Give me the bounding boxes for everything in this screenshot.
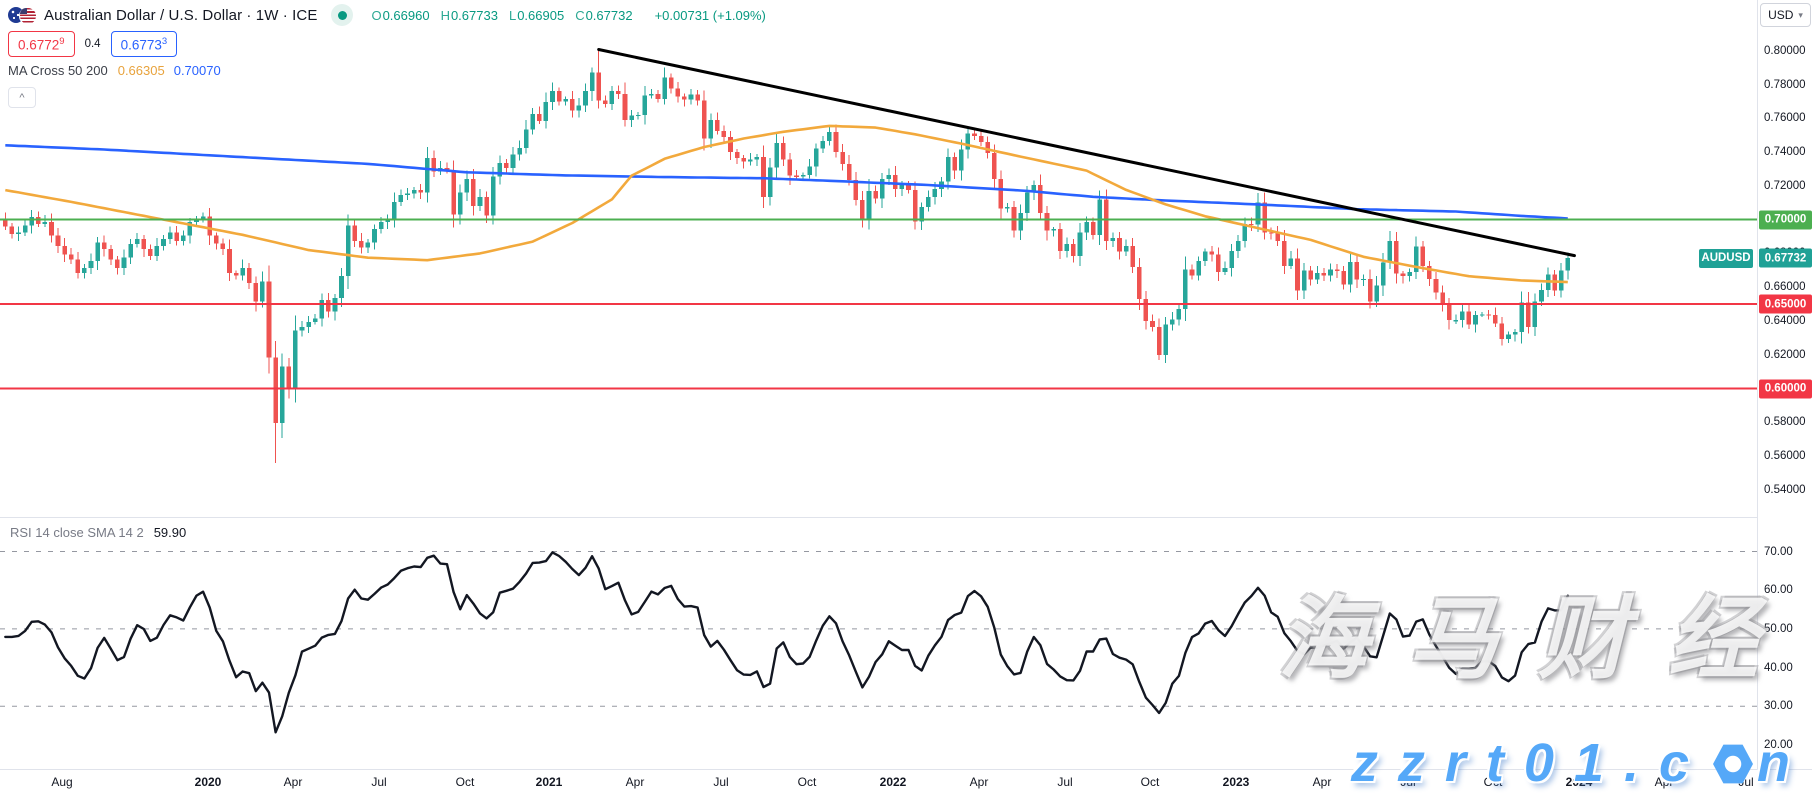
- ma50-value: 0.66305: [117, 63, 165, 78]
- price-tick-0.64000: 0.64000: [1764, 315, 1806, 327]
- price-tick-0.74000: 0.74000: [1764, 146, 1806, 159]
- time-tick-Aug: Aug: [51, 775, 73, 789]
- spread-value: 0.4: [84, 38, 101, 50]
- rsi-params: RSI 14 close SMA 14 2: [10, 525, 144, 540]
- descending-trendline[interactable]: [597, 48, 1576, 258]
- time-tick-Jul: Jul: [1400, 775, 1416, 789]
- time-tick-Jul: Jul: [713, 775, 729, 789]
- time-tick-2020: 2020: [194, 775, 222, 789]
- time-tick-Oct: Oct: [797, 775, 817, 789]
- time-tick-Apr: Apr: [283, 775, 303, 789]
- time-tick-Jul: Jul: [371, 775, 387, 789]
- ohlc-items: O0.66960 H0.67733 L0.66905 C0.67732: [371, 8, 643, 23]
- ma200-value: 0.70070: [173, 63, 221, 78]
- buy-price-button[interactable]: 0.67733: [110, 31, 178, 57]
- currency-pair-icon: [8, 6, 38, 25]
- price-badge-0.70000: 0.70000: [1759, 210, 1812, 230]
- price-chart-surface[interactable]: [0, 0, 1757, 517]
- time-axis[interactable]: Aug 2020 Apr Jul Oct 2021 Apr Jul Oct 2022 Apr Jul O…: [0, 769, 1812, 794]
- panel-separator[interactable]: [0, 517, 1812, 518]
- time-tick-2023: 2023: [1222, 775, 1250, 789]
- price-tick-0.78000: 0.78000: [1764, 78, 1806, 91]
- price-tick-0.72000: 0.72000: [1764, 179, 1806, 192]
- price-tick-0.66000: 0.66000: [1764, 281, 1806, 294]
- price-tick-0.56000: 0.56000: [1764, 450, 1806, 463]
- rsi-tick-30.00: 30.00: [1764, 700, 1793, 713]
- market-open-dot-icon: [337, 10, 347, 20]
- rsi-tick-70.00: 70.00: [1764, 545, 1793, 558]
- chart-legend: Australian Dollar / U.S. Dollar · 1W · I…: [8, 4, 766, 108]
- chevron-down-icon: ▾: [1798, 9, 1803, 20]
- time-tick-Apr: Apr: [969, 775, 989, 789]
- rsi-legend[interactable]: RSI 14 close SMA 14 2 59.90: [10, 525, 186, 540]
- ma50-line: [5, 124, 1568, 284]
- price-tick-0.58000: 0.58000: [1764, 416, 1806, 429]
- ohlc-item: O0.66960: [371, 7, 430, 23]
- price-badge-0.67732: 0.67732: [1759, 248, 1812, 268]
- sell-price-button[interactable]: 0.67729: [8, 31, 75, 57]
- price-tick-0.54000: 0.54000: [1764, 484, 1806, 496]
- bid-price: 0.6772: [18, 37, 60, 53]
- rsi-tick-40.00: 40.00: [1764, 661, 1793, 674]
- candles: [3, 49, 1571, 463]
- time-tick-2021: 2021: [535, 775, 563, 789]
- ohlc-values: O0.66960 H0.67733 L0.66905 C0.67732 +0.0073…: [371, 8, 765, 23]
- rsi-chart-surface[interactable]: [0, 517, 1757, 769]
- change-value: +0.00731 (+1.09%): [654, 7, 766, 23]
- time-tick-Apr: Apr: [625, 775, 645, 789]
- time-tick-Jul: Jul: [1738, 775, 1754, 789]
- price-tick-0.80000: 0.80000: [1764, 44, 1806, 57]
- symbol-price-tag: AUDUSD: [1699, 248, 1753, 268]
- rsi-tick-20.00: 20.00: [1764, 739, 1793, 751]
- chevron-up-icon: ^: [19, 91, 25, 104]
- price-badge-0.60000: 0.60000: [1759, 379, 1812, 399]
- ma200-line: [5, 144, 1568, 220]
- ohlc-item: H0.67733: [440, 7, 498, 23]
- symbol-title[interactable]: Australian Dollar / U.S. Dollar · 1W · I…: [44, 6, 318, 24]
- price-badge-0.65000: 0.65000: [1759, 294, 1812, 314]
- market-status-button[interactable]: [331, 4, 354, 26]
- currency-label: USD: [1768, 8, 1794, 22]
- time-tick-Oct: Oct: [455, 775, 475, 789]
- ohlc-item: L0.66905: [508, 7, 565, 23]
- time-tick-Jul: Jul: [1057, 775, 1073, 789]
- price-tick-0.76000: 0.76000: [1764, 112, 1806, 125]
- rsi-value: 59.90: [153, 525, 187, 540]
- time-tick-Apr: Apr: [1654, 775, 1674, 789]
- time-tick-2024: 2024: [1565, 775, 1593, 789]
- time-tick-2022: 2022: [879, 775, 907, 789]
- time-tick-Apr: Apr: [1312, 775, 1332, 789]
- us-flag-icon: [19, 6, 37, 25]
- ohlc-item: C0.67732: [575, 7, 633, 23]
- rsi-line: [4, 551, 1569, 734]
- time-tick-Oct: Oct: [1140, 775, 1160, 789]
- collapse-legend-button[interactable]: ^: [8, 87, 36, 108]
- ask-price: 0.6773: [120, 37, 162, 53]
- ask-price-sup: 3: [161, 36, 168, 48]
- currency-selector-button[interactable]: USD ▾: [1760, 3, 1811, 27]
- ma-cross-label: MA Cross 50 200: [8, 63, 108, 78]
- rsi-tick-50.00: 50.00: [1764, 622, 1793, 635]
- time-tick-Oct: Oct: [1483, 775, 1503, 789]
- bid-price-sup: 9: [59, 36, 65, 48]
- ma-cross-legend[interactable]: MA Cross 50 200 0.66305 0.70070: [8, 63, 766, 78]
- rsi-tick-60.00: 60.00: [1764, 584, 1793, 597]
- price-tick-0.62000: 0.62000: [1764, 348, 1806, 361]
- price-axis[interactable]: USD ▾ 0.80000 0.78000 0.76000 0.74000 0.7200…: [1757, 0, 1812, 769]
